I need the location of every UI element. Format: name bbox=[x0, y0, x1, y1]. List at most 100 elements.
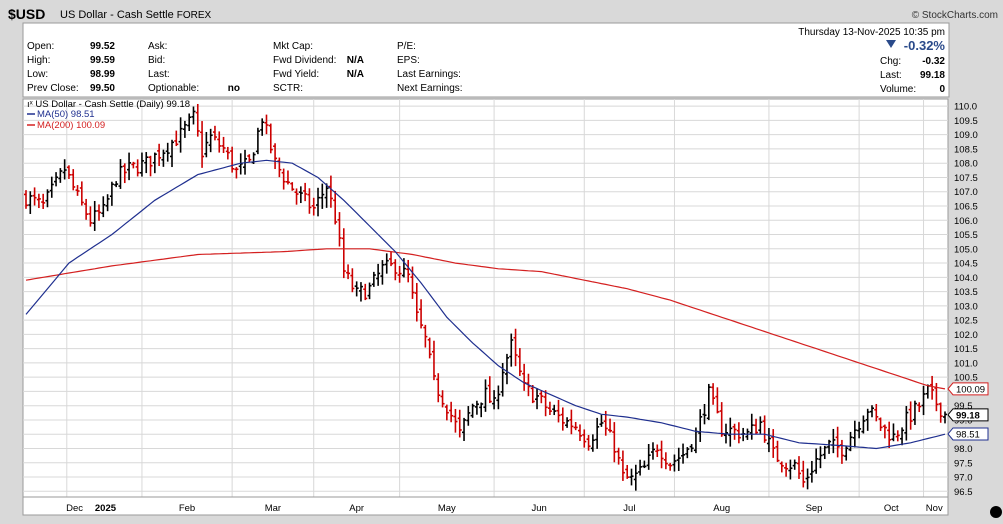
ohlc-bar bbox=[530, 385, 535, 404]
ohlc-bar bbox=[58, 168, 63, 183]
x-tick-label: Jun bbox=[532, 503, 547, 514]
ohlc-bar bbox=[462, 417, 467, 442]
ohlc-bar bbox=[273, 143, 278, 170]
ohlc-bar bbox=[535, 388, 540, 410]
ohlc-bar bbox=[801, 460, 806, 488]
brand-label[interactable]: © StockCharts.com bbox=[911, 10, 998, 21]
ohlc-bar bbox=[260, 118, 265, 136]
ohlc-bar bbox=[414, 282, 419, 322]
y-tick-label: 107.0 bbox=[954, 187, 978, 198]
y-tick-label: 100.5 bbox=[954, 373, 978, 384]
ohlc-bar bbox=[779, 461, 784, 473]
ohlc-bar bbox=[809, 460, 814, 483]
x-tick-label: Sep bbox=[806, 503, 823, 514]
ohlc-bar bbox=[878, 417, 883, 432]
ohlc-bar bbox=[419, 299, 424, 329]
ohlc-bar bbox=[75, 185, 80, 196]
quote-label: Fwd Dividend: bbox=[273, 55, 336, 66]
ohlc-bar bbox=[547, 401, 552, 416]
ohlc-bar bbox=[582, 429, 587, 448]
ohlc-bar bbox=[655, 444, 660, 458]
ohlc-bar bbox=[135, 159, 140, 177]
symbol-label[interactable]: $USD bbox=[8, 6, 46, 22]
ohlc-bar bbox=[200, 121, 205, 168]
ohlc-bar bbox=[84, 198, 89, 220]
quote-value: 98.99 bbox=[90, 69, 115, 80]
ohlc-bar bbox=[638, 459, 643, 476]
ohlc-bar bbox=[230, 146, 235, 173]
ohlc-bar bbox=[805, 468, 810, 490]
ohlc-bar bbox=[539, 390, 544, 404]
x-tick-label: Feb bbox=[179, 503, 195, 514]
ohlc-bar bbox=[165, 142, 170, 162]
y-tick-label: 109.5 bbox=[954, 116, 978, 127]
ohlc-bar bbox=[608, 418, 613, 433]
ohlc-bar bbox=[861, 415, 866, 434]
ohlc-bar bbox=[869, 405, 874, 418]
ohlc-bar bbox=[573, 422, 578, 431]
ohlc-bar bbox=[633, 464, 638, 491]
ohlc-bar bbox=[182, 120, 187, 138]
ohlc-bar bbox=[629, 468, 634, 486]
ohlc-bar bbox=[247, 154, 252, 163]
fwd-dividend-value: N/A bbox=[347, 55, 364, 66]
ohlc-bar bbox=[174, 130, 179, 147]
ohlc-bar bbox=[835, 426, 840, 458]
ohlc-bar bbox=[406, 259, 411, 283]
ohlc-bar bbox=[285, 170, 290, 185]
optionable-value: no bbox=[228, 83, 240, 94]
y-tick-label: 105.5 bbox=[954, 230, 978, 241]
ohlc-bar bbox=[397, 265, 402, 283]
ohlc-bar bbox=[616, 447, 621, 465]
ohlc-bar bbox=[384, 253, 389, 274]
quote-label: Next Earnings: bbox=[397, 83, 463, 94]
ohlc-bar bbox=[161, 149, 166, 167]
ohlc-bar bbox=[470, 403, 475, 418]
ohlc-bar bbox=[49, 176, 54, 198]
y-tick-label: 105.0 bbox=[954, 244, 978, 255]
ohlc-bar bbox=[268, 123, 273, 154]
ohlc-bar bbox=[187, 113, 192, 131]
quote-value: 99.52 bbox=[90, 41, 115, 52]
ohlc-bar bbox=[363, 283, 368, 301]
ohlc-bar bbox=[97, 204, 102, 221]
ma50-tag-box bbox=[947, 427, 989, 441]
ohlc-bar bbox=[144, 152, 149, 174]
quote-label: Last: bbox=[880, 70, 902, 81]
ohlc-bar bbox=[487, 376, 492, 404]
ohlc-bar bbox=[376, 263, 381, 286]
ohlc-bar bbox=[891, 423, 896, 442]
ohlc-bar bbox=[590, 434, 595, 452]
ohlc-bar bbox=[178, 117, 183, 153]
ohlc-bar bbox=[290, 182, 295, 191]
y-tick-label: 104.0 bbox=[954, 273, 978, 284]
ohlc-bar bbox=[320, 183, 325, 209]
ohlc-bar bbox=[212, 125, 217, 141]
ohlc-bar bbox=[827, 439, 832, 454]
ohlc-bar bbox=[217, 131, 222, 153]
ohlc-bar bbox=[642, 460, 647, 469]
ohlc-bar bbox=[715, 387, 720, 414]
ohlc-bar bbox=[234, 167, 239, 179]
ohlc-bar bbox=[24, 190, 28, 209]
ohlc-bar bbox=[822, 445, 827, 460]
y-tick-label: 101.0 bbox=[954, 358, 978, 369]
ohlc-bar bbox=[672, 454, 677, 472]
quote-value: 99.50 bbox=[90, 83, 115, 94]
ohlc-bar bbox=[346, 264, 351, 280]
ohlc-bar bbox=[865, 408, 870, 431]
ohlc-bar bbox=[908, 401, 913, 430]
y-tick-label: 106.5 bbox=[954, 201, 978, 212]
ohlc-bar bbox=[818, 446, 823, 469]
ohlc-bar bbox=[719, 402, 724, 437]
ohlc-bar bbox=[453, 408, 458, 433]
ohlc-bar bbox=[36, 193, 41, 209]
chg-value: -0.32 bbox=[922, 56, 945, 67]
ohlc-bar bbox=[552, 404, 557, 416]
ohlc-bar bbox=[676, 447, 681, 471]
ohlc-bar bbox=[152, 152, 157, 174]
ohlc-bar bbox=[294, 188, 299, 205]
ohlc-bar bbox=[504, 353, 509, 385]
fwd-yield-value: N/A bbox=[347, 69, 364, 80]
